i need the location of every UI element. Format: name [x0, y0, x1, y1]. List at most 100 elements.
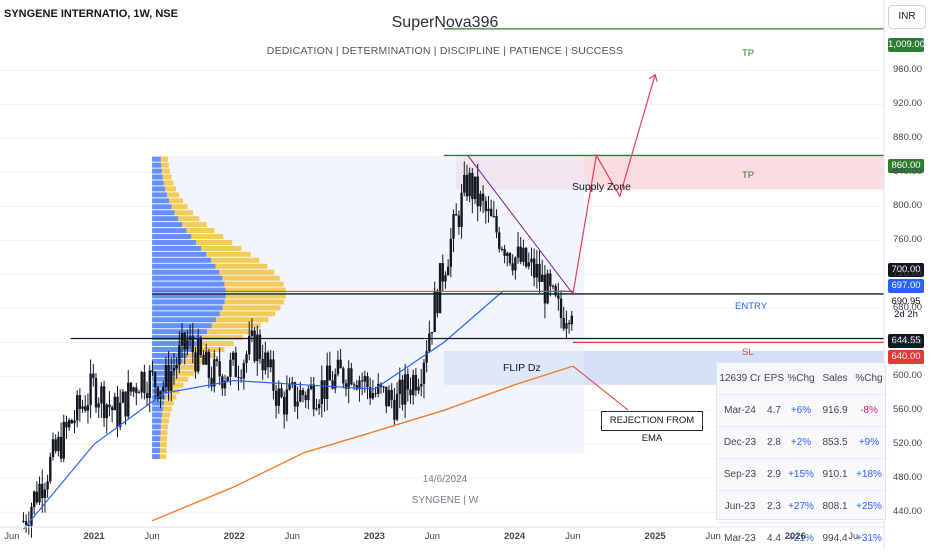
candle-body — [89, 373, 92, 406]
candle-body — [543, 274, 547, 304]
table-header-cell: %Chg — [787, 373, 815, 384]
candle-body — [508, 253, 512, 264]
table-row: Jun-23 2.3 +27% 808.1 +25% — [717, 491, 885, 523]
volume-profile-bar-up — [152, 186, 166, 192]
candle-body — [455, 214, 458, 216]
price-tag-tp-low: 860.00 — [888, 159, 924, 173]
volume-profile-bar-up — [152, 245, 202, 251]
time-axis-tick: Ju — [848, 531, 859, 542]
candle-body — [248, 335, 251, 355]
candle-body — [350, 368, 353, 385]
candle-body — [223, 380, 227, 389]
candle-body — [309, 384, 313, 389]
table-row: Mar-24 4.7 +6% 916.9 -8% — [717, 395, 885, 427]
candle-body — [97, 403, 100, 408]
table-cell: +25% — [856, 501, 882, 512]
candle-body — [527, 262, 530, 267]
candle-body — [183, 332, 186, 350]
price-axis-tick: 680.00 — [893, 302, 923, 314]
time-axis-tick: Jun — [705, 531, 721, 542]
entry-label: ENTRY — [735, 301, 768, 312]
candle-body — [457, 215, 461, 227]
volume-profile-bar-up — [152, 370, 176, 376]
candle-body — [261, 358, 264, 371]
volume-profile-bar-up — [152, 335, 202, 341]
table-cell: +2% — [790, 437, 812, 448]
candle-body — [382, 386, 385, 388]
flip-dz-label: FLIP Dz — [503, 362, 541, 374]
volume-profile-bar-down — [201, 245, 242, 251]
candle-body — [280, 388, 283, 398]
candle-body — [500, 248, 504, 250]
candle-body — [239, 377, 243, 379]
candle-body — [234, 352, 237, 377]
candle-body — [253, 330, 256, 362]
volume-profile-bar-down — [160, 430, 168, 436]
candle-body — [331, 380, 334, 389]
candle-body — [140, 372, 143, 393]
candle-body — [498, 232, 501, 249]
candle-body — [207, 351, 211, 378]
volume-profile-bar-up — [152, 222, 183, 228]
table-cell: Jun-23 — [724, 501, 756, 512]
candle-body — [516, 246, 520, 258]
candle-body — [81, 406, 84, 409]
time-axis-tick: Jun — [144, 531, 160, 542]
candle-body — [215, 359, 219, 362]
callout-arrow — [572, 365, 629, 411]
table-cell: +27% — [788, 501, 814, 512]
candle-body — [559, 298, 563, 318]
candle-body — [46, 481, 49, 490]
candle-body — [264, 352, 267, 371]
candle-body — [377, 383, 380, 394]
candle-body — [143, 372, 146, 394]
candle-body — [291, 382, 294, 385]
volume-profile-bar-down — [160, 436, 168, 442]
candle-body — [170, 371, 173, 391]
volume-profile-bar-down — [174, 210, 194, 216]
candle-body — [449, 238, 453, 267]
time-axis-tick: 2022 — [223, 531, 245, 542]
currency-button[interactable]: INR — [888, 5, 926, 29]
price-axis-tick: 640.00 — [893, 336, 923, 348]
table-cell: +9% — [858, 437, 880, 448]
candle-body — [277, 388, 280, 406]
table-cell: 2.9 — [767, 469, 781, 480]
candle-body — [94, 378, 98, 408]
candle-body — [358, 380, 361, 390]
price-tag-697: 697.00 — [888, 279, 924, 293]
volume-profile-bar-down — [191, 234, 224, 239]
volume-profile-bar-up — [152, 239, 197, 245]
candle-body — [387, 389, 391, 407]
candle-body — [218, 361, 221, 377]
candle-body — [86, 405, 90, 411]
volume-profile-bar-up — [152, 216, 179, 222]
candle-body — [304, 395, 307, 401]
sl-label: SL — [742, 347, 754, 358]
candle-body — [172, 367, 176, 372]
candle-body — [503, 249, 506, 256]
volume-profile-bar-up — [152, 352, 188, 358]
candle-body — [35, 491, 39, 503]
candle-body — [465, 174, 469, 197]
candle-body — [495, 216, 498, 233]
volume-profile-bar-down — [162, 406, 172, 412]
candle-body — [196, 338, 200, 372]
candle-body — [121, 391, 125, 403]
volume-profile-bar-down — [191, 347, 225, 352]
table-cell: 4.7 — [767, 405, 781, 416]
candle-body — [436, 291, 439, 314]
table-cell: 853.5 — [822, 437, 848, 448]
volume-profile-bar-up — [152, 412, 163, 418]
price-axis-tick: 920.00 — [893, 98, 923, 110]
candle-body — [175, 364, 178, 368]
candle-body — [487, 208, 490, 212]
candle-body — [506, 253, 509, 256]
candle-body — [296, 401, 299, 407]
candle-body — [73, 420, 76, 424]
candle-body — [245, 354, 248, 364]
candle-body — [105, 404, 108, 419]
candle-body — [344, 383, 348, 389]
volume-profile-bar-down — [163, 180, 174, 186]
